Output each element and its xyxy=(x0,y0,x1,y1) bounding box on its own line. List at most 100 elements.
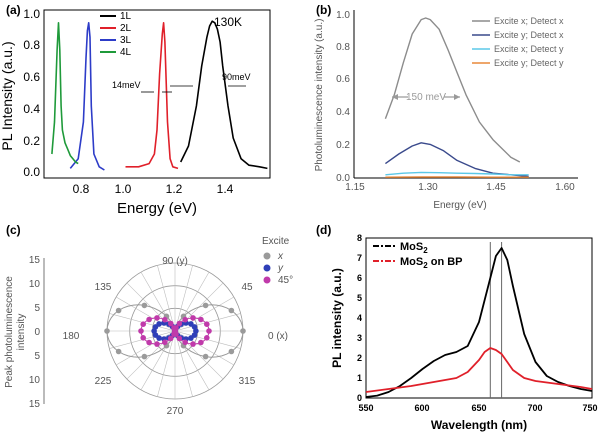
series-line-excite-y-detect-x xyxy=(384,142,529,178)
panel-a-legend: 1L 2L 3L 4L xyxy=(100,11,132,58)
panel-a-ytick: 0.2 xyxy=(23,134,40,148)
polar-point-45 xyxy=(204,335,210,341)
legend-label: Excite y; Detect x xyxy=(494,30,564,40)
panel-a-xtick: 1.0 xyxy=(115,182,132,196)
panel-c-ylabel-line1: Peak photoluminescence xyxy=(4,276,15,388)
panel-b-ytick: 0.6 xyxy=(336,74,350,85)
panel-a-ylabel: PL Intensity (a.u.) xyxy=(0,41,15,150)
polar-point-x xyxy=(228,348,235,355)
panel-d-ytick: 5 xyxy=(357,293,362,303)
polar-point-45 xyxy=(176,320,183,327)
polar-point-45 xyxy=(162,339,168,346)
polar-point-y xyxy=(191,332,198,338)
panel-d-xtick: 650 xyxy=(471,403,486,413)
polar-point-45 xyxy=(204,321,210,328)
polar-point-x xyxy=(240,328,246,334)
legend-label: Excite x; Detect x xyxy=(494,16,564,26)
panel-b-xlabel: Energy (eV) xyxy=(433,200,486,211)
polar-point-45 xyxy=(198,316,204,323)
polar-point-x xyxy=(115,307,122,314)
panel-b-ytick: 0.4 xyxy=(336,107,350,118)
angle-label: 45 xyxy=(241,282,253,293)
panel-b-xtick: 1.45 xyxy=(486,182,506,193)
panel-a-ytick: 0.0 xyxy=(23,165,40,179)
series-line-4l xyxy=(51,22,79,165)
panel-d-ytick: 8 xyxy=(357,233,362,243)
panel-b-ytick: 1.0 xyxy=(336,10,350,21)
panel-d-ytick: 0 xyxy=(357,393,362,403)
legend-label: 4L xyxy=(120,47,132,58)
legend-marker xyxy=(263,264,271,272)
polar-point-45 xyxy=(140,321,146,328)
panel-a-fwhm-narrow: 14meV xyxy=(112,80,172,93)
polar-point-x xyxy=(104,328,110,334)
panel-a-xlabel: Energy (eV) xyxy=(117,200,197,217)
polar-point-45 xyxy=(146,316,152,323)
radial-tick: 0 xyxy=(34,327,40,338)
panel-b-width-label: 150 meV xyxy=(406,92,446,103)
panel-d-xtick: 700 xyxy=(527,403,542,413)
panel-d-ytick: 2 xyxy=(357,353,362,363)
panel-a-fwhm1: 14meV xyxy=(112,80,141,90)
panel-d-x-ticks: 550 600 650 700 750 xyxy=(358,403,597,413)
legend-label: 45° xyxy=(278,275,293,286)
legend-label: Excite x; Detect y xyxy=(494,44,564,54)
polar-point-y xyxy=(156,335,162,341)
polar-point-y xyxy=(188,321,194,327)
panel-a: (a) 0.8 1.0 1.2 1.4 0.0 0.2 0.4 0.6 0.8 … xyxy=(0,3,271,217)
panel-b: (b) 1.15 1.30 1.45 1.60 0.0 0.2 0.4 0.6 … xyxy=(314,3,578,211)
series-line-excite-x-detect-y xyxy=(385,171,529,176)
panel-d-ytick: 1 xyxy=(357,373,362,383)
panel-d-xtick: 550 xyxy=(358,403,373,413)
angle-label: 225 xyxy=(95,376,112,387)
panel-d-series xyxy=(365,247,593,398)
panel-d-ytick: 7 xyxy=(357,253,362,263)
panel-a-ytick: 0.8 xyxy=(23,38,40,52)
panel-a-ytick: 0.4 xyxy=(23,102,40,116)
legend-label: MoS2 on BP xyxy=(400,256,463,270)
panel-d-ytick: 4 xyxy=(357,313,362,323)
panel-b-xtick: 1.30 xyxy=(418,182,438,193)
polar-point-x xyxy=(141,353,148,360)
panel-c-radial-ticks: 15 10 5 0 5 10 15 xyxy=(29,255,45,410)
legend-label: Excite y; Detect y xyxy=(494,58,564,68)
series-line-1l xyxy=(179,20,268,170)
legend-label-subscript: 2 xyxy=(423,246,428,255)
legend-label-tail: on BP xyxy=(428,256,463,268)
polar-point-45 xyxy=(162,316,168,323)
panel-d-xtick: 600 xyxy=(414,403,429,413)
panel-d-reference-lines xyxy=(489,242,503,398)
polar-point-45 xyxy=(190,315,196,321)
legend-marker xyxy=(263,252,271,260)
legend-label-subscript: 2 xyxy=(423,261,428,270)
radial-tick: 10 xyxy=(29,279,41,290)
legend-label-text: MoS xyxy=(400,241,423,253)
polar-point-45 xyxy=(154,315,160,321)
panel-c-points xyxy=(104,302,246,360)
angle-label: 270 xyxy=(167,406,184,417)
angle-label: 315 xyxy=(239,376,256,387)
panel-a-fwhm-broad: 90meV xyxy=(170,72,251,87)
panel-b-label: (b) xyxy=(316,3,331,17)
radial-tick: 10 xyxy=(29,375,41,386)
polar-point-x xyxy=(115,348,122,355)
radial-tick: 5 xyxy=(34,303,40,314)
panel-a-frame xyxy=(43,9,271,179)
panel-b-ytick: 0.0 xyxy=(336,173,350,184)
polar-point-x xyxy=(202,353,209,360)
legend-label: x xyxy=(277,251,284,262)
panel-d-ytick: 6 xyxy=(357,273,362,283)
legend-label: MoS2 xyxy=(400,241,428,255)
width-label-bg xyxy=(408,90,444,102)
panel-a-x-ticks: 0.8 1.0 1.2 1.4 xyxy=(73,182,234,196)
polar-point-45 xyxy=(154,341,160,347)
polar-point-x xyxy=(202,302,209,309)
panel-d-ytick: 3 xyxy=(357,333,362,343)
panel-d-y-ticks: 0 1 2 3 4 5 6 7 8 xyxy=(357,233,362,403)
panel-a-temp: 130K xyxy=(214,15,242,29)
radial-tick: 15 xyxy=(29,255,41,266)
legend-label: y xyxy=(277,263,284,274)
series-line-mos2-on-bp xyxy=(365,347,593,393)
panel-a-ytick: 0.6 xyxy=(23,70,40,84)
